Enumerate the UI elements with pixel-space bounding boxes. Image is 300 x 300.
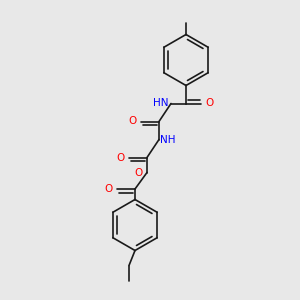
Text: O: O — [135, 167, 143, 178]
Text: HN: HN — [153, 98, 169, 108]
Text: O: O — [105, 184, 113, 194]
Text: O: O — [117, 152, 125, 163]
Text: O: O — [205, 98, 213, 109]
Text: NH: NH — [160, 134, 176, 145]
Text: O: O — [129, 116, 137, 127]
